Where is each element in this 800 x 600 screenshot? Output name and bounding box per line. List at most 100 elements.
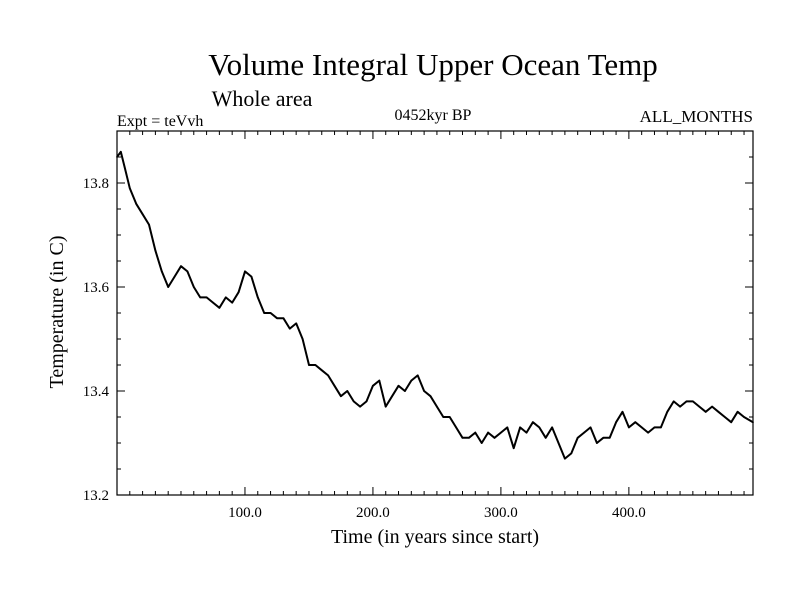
data-point xyxy=(416,374,419,377)
data-point xyxy=(365,400,368,403)
data-point xyxy=(570,452,573,455)
data-point xyxy=(429,395,432,398)
x-tick-label: 400.0 xyxy=(612,505,646,521)
data-point xyxy=(519,426,521,429)
y-tick-label: 13.8 xyxy=(83,176,109,192)
data-point xyxy=(468,437,470,439)
data-point xyxy=(442,416,445,418)
data-point xyxy=(225,296,227,299)
data-point xyxy=(320,369,323,372)
data-point xyxy=(660,426,662,429)
data-point xyxy=(493,437,496,439)
data-point xyxy=(711,405,713,408)
data-point xyxy=(551,426,553,429)
data-point xyxy=(295,322,298,325)
data-point xyxy=(141,213,144,215)
data-point xyxy=(123,166,126,169)
data-point xyxy=(193,286,195,288)
data-point xyxy=(269,312,272,314)
data-point xyxy=(692,400,694,403)
data-point xyxy=(167,286,169,288)
data-point xyxy=(621,411,624,413)
data-point xyxy=(647,431,649,434)
y-tick-label: 13.2 xyxy=(83,488,109,504)
annotation-period: 0452kyr BP xyxy=(395,107,472,124)
data-point xyxy=(186,270,189,273)
data-point xyxy=(724,416,726,418)
data-point xyxy=(340,395,342,398)
data-point xyxy=(333,385,336,387)
data-point xyxy=(129,187,131,189)
data-point xyxy=(685,400,688,403)
data-point xyxy=(506,426,509,429)
data-point xyxy=(743,416,745,418)
data-point xyxy=(289,327,291,330)
data-point xyxy=(653,426,656,429)
series-line xyxy=(116,150,754,460)
data-point xyxy=(237,291,240,294)
x-tick-label: 300.0 xyxy=(484,505,518,521)
y-tick-label: 13.6 xyxy=(83,280,110,296)
data-point xyxy=(487,431,489,434)
data-point xyxy=(500,431,502,434)
data-point xyxy=(148,223,150,226)
data-point xyxy=(352,400,355,403)
data-point xyxy=(634,421,637,424)
data-point xyxy=(532,421,534,424)
data-point xyxy=(173,275,176,278)
chart-title: Volume Integral Upper Ocean Temp xyxy=(208,47,658,82)
annotation-experiment: Expt = teVvh xyxy=(117,113,203,130)
data-point xyxy=(205,296,208,299)
data-point xyxy=(257,296,259,299)
data-point xyxy=(282,317,285,320)
data-point xyxy=(250,275,253,278)
data-point xyxy=(372,385,374,387)
data-point xyxy=(602,437,605,439)
data-point xyxy=(544,437,547,439)
data-point xyxy=(231,301,233,304)
data-point xyxy=(378,379,381,382)
data-point xyxy=(704,411,707,413)
data-point xyxy=(120,151,122,153)
data-point xyxy=(212,301,214,304)
data-point xyxy=(736,411,739,413)
data-point xyxy=(135,203,137,205)
data-point xyxy=(461,437,464,439)
x-tick-label: 200.0 xyxy=(356,505,390,521)
data-point xyxy=(525,431,528,434)
data-point xyxy=(410,379,413,382)
y-axis-ticks: 13.2 13.4 13.6 13.8 xyxy=(83,130,753,504)
data-point xyxy=(640,426,643,429)
data-point xyxy=(180,265,182,268)
data-point xyxy=(557,442,560,444)
data-point xyxy=(391,395,393,398)
data-point xyxy=(276,317,278,320)
data-point xyxy=(455,426,457,429)
data-point xyxy=(314,364,317,366)
data-point xyxy=(327,374,329,377)
plot-frame xyxy=(116,130,754,496)
data-point xyxy=(397,385,400,387)
data-point xyxy=(628,426,630,429)
data-point xyxy=(615,421,617,424)
data-point xyxy=(263,312,266,314)
data-point xyxy=(346,390,349,392)
data-point xyxy=(359,405,361,408)
data-point xyxy=(244,270,246,273)
data-point xyxy=(423,390,425,392)
data-point xyxy=(608,437,611,439)
x-axis-ticks: 100.0 200.0 300.0 400.0 xyxy=(129,131,745,521)
data-point xyxy=(564,457,566,460)
data-point xyxy=(480,442,483,444)
data-point xyxy=(301,338,304,340)
chart-subtitle: Whole area xyxy=(212,86,313,111)
data-point xyxy=(672,400,675,403)
data-point xyxy=(436,405,438,408)
data-point xyxy=(576,437,579,439)
data-point xyxy=(404,390,406,392)
data-point xyxy=(218,307,221,309)
x-axis-label: Time (in years since start) xyxy=(331,526,539,548)
data-point xyxy=(596,442,598,444)
data-point xyxy=(116,156,118,158)
